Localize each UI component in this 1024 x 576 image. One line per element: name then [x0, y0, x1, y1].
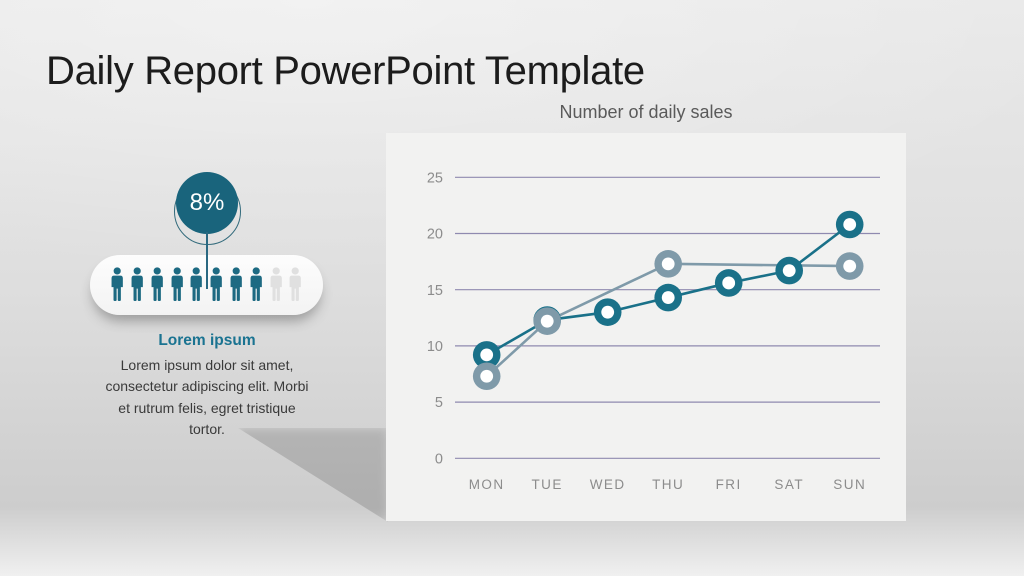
- person-icon: [151, 267, 163, 301]
- person-icon: [210, 267, 223, 301]
- svg-text:WED: WED: [590, 477, 626, 492]
- gridlines: [455, 176, 880, 459]
- badge-connector-line: [206, 232, 208, 289]
- y-axis-labels: 0 5 10 15 20 25: [427, 170, 443, 467]
- svg-text:0: 0: [435, 451, 443, 467]
- person-icon: [250, 267, 262, 301]
- people-row: [109, 267, 303, 303]
- svg-text:THU: THU: [652, 477, 684, 492]
- svg-text:20: 20: [427, 227, 443, 243]
- svg-text:TUE: TUE: [531, 477, 563, 492]
- percent-badge: 8%: [176, 172, 238, 234]
- percent-badge-label: 8%: [189, 189, 225, 216]
- caption-body: Lorem ipsum dolor sit amet, consectetur …: [105, 357, 309, 438]
- sales-line-chart: 0 5 10 15 20 25 MON TUE WED THU FRI SAT SUN: [427, 170, 880, 492]
- series-gray-line: [485, 262, 850, 378]
- person-icon: [131, 267, 143, 301]
- chart-panel: 0 5 10 15 20 25 MON TUE WED THU FRI SAT SUN: [386, 133, 906, 521]
- person-icon: [111, 267, 124, 301]
- chart-title: Number of daily sales: [559, 102, 733, 122]
- svg-text:FRI: FRI: [716, 477, 742, 492]
- series-gray-markers: [472, 250, 864, 391]
- person-icon: [270, 267, 282, 301]
- svg-text:5: 5: [435, 395, 443, 411]
- svg-text:10: 10: [427, 339, 443, 355]
- svg-text:SAT: SAT: [774, 477, 804, 492]
- person-icon: [289, 267, 302, 301]
- person-icon: [230, 267, 242, 301]
- panel-shadow-wedge: [238, 428, 388, 522]
- svg-text:SUN: SUN: [833, 477, 866, 492]
- svg-text:MON: MON: [469, 477, 505, 492]
- slide-title: Daily Report PowerPoint Template: [46, 48, 645, 93]
- x-axis-labels: MON TUE WED THU FRI SAT SUN: [469, 477, 866, 492]
- person-icon: [190, 267, 203, 301]
- svg-text:25: 25: [427, 170, 443, 186]
- caption-title: Lorem ipsum: [158, 332, 256, 349]
- person-icon: [171, 267, 183, 301]
- svg-text:15: 15: [427, 283, 443, 299]
